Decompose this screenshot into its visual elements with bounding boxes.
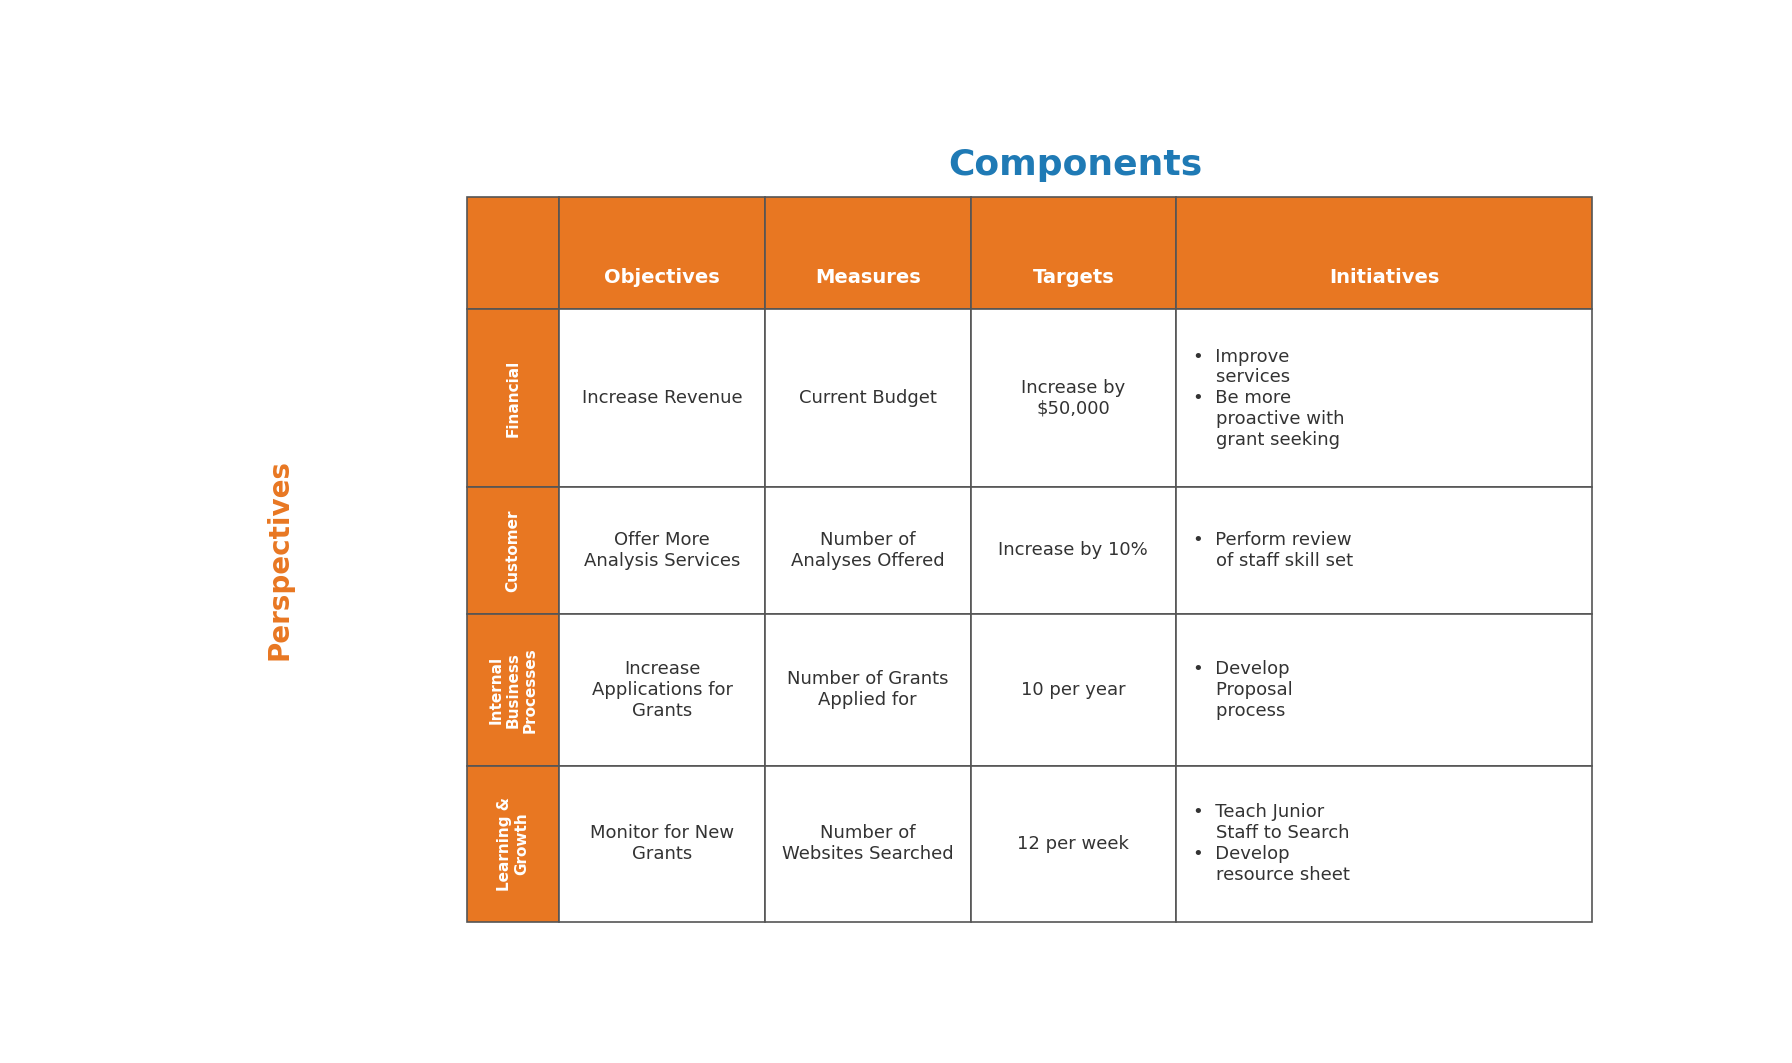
Bar [1176, 197, 1591, 309]
Bar [765, 613, 971, 765]
Text: •  Perform review
    of staff skill set: • Perform review of staff skill set [1193, 530, 1353, 570]
Text: Number of Grants
Applied for: Number of Grants Applied for [787, 671, 948, 709]
Text: Targets: Targets [1032, 269, 1115, 287]
Text: Increase by
$50,000: Increase by $50,000 [1021, 378, 1125, 418]
Bar [971, 309, 1176, 487]
Bar [1176, 765, 1591, 922]
Text: Customer: Customer [505, 509, 521, 591]
Bar [559, 613, 765, 765]
Text: Financial: Financial [505, 359, 521, 437]
Bar [765, 487, 971, 613]
Text: Increase
Applications for
Grants: Increase Applications for Grants [591, 660, 733, 720]
Bar [468, 613, 559, 765]
Bar [765, 309, 971, 487]
Text: Offer More
Analysis Services: Offer More Analysis Services [584, 530, 740, 570]
Text: Internal
Business
Processes: Internal Business Processes [487, 647, 538, 732]
Bar [468, 487, 559, 613]
Text: •  Teach Junior
    Staff to Search
•  Develop
    resource sheet: • Teach Junior Staff to Search • Develop… [1193, 804, 1349, 883]
Text: Number of
Websites Searched: Number of Websites Searched [781, 824, 953, 863]
Text: Perspectives: Perspectives [265, 459, 294, 660]
Text: Components: Components [948, 148, 1202, 182]
Bar [971, 487, 1176, 613]
Bar [1176, 309, 1591, 487]
Bar [559, 309, 765, 487]
Text: Learning &
Growth: Learning & Growth [496, 796, 529, 891]
Bar [468, 197, 559, 309]
Bar [468, 765, 559, 922]
Text: Number of
Analyses Offered: Number of Analyses Offered [790, 530, 944, 570]
Text: 12 per week: 12 per week [1018, 834, 1129, 853]
Text: Current Budget: Current Budget [799, 389, 937, 407]
Bar [765, 197, 971, 309]
Bar [971, 197, 1176, 309]
Text: Measures: Measures [815, 269, 921, 287]
Text: Initiatives: Initiatives [1330, 269, 1439, 287]
Text: •  Improve
    services
•  Be more
    proactive with
    grant seeking: • Improve services • Be more proactive w… [1193, 348, 1344, 449]
Bar [1176, 613, 1591, 765]
Text: Increase by 10%: Increase by 10% [998, 541, 1149, 559]
Text: Objectives: Objectives [604, 269, 720, 287]
Bar [1176, 487, 1591, 613]
Bar [765, 765, 971, 922]
Bar [559, 197, 765, 309]
Bar [559, 487, 765, 613]
Text: 10 per year: 10 per year [1021, 680, 1125, 698]
Bar [971, 613, 1176, 765]
Text: Monitor for New
Grants: Monitor for New Grants [590, 824, 735, 863]
Text: Increase Revenue: Increase Revenue [582, 389, 742, 407]
Text: •  Develop
    Proposal
    process: • Develop Proposal process [1193, 660, 1292, 720]
Bar [971, 765, 1176, 922]
Bar [468, 309, 559, 487]
Bar [559, 765, 765, 922]
